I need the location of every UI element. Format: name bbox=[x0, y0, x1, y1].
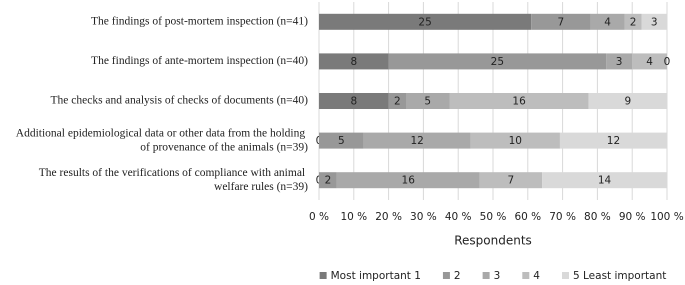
bar-segment bbox=[632, 53, 667, 70]
legend-swatch bbox=[522, 272, 530, 279]
bar-segment bbox=[479, 172, 543, 189]
data-label: 16 bbox=[512, 96, 526, 108]
x-tick-label: 10 % bbox=[340, 211, 367, 223]
legend-label: 4 bbox=[533, 270, 540, 282]
label-line: welfare rules (n=39) bbox=[214, 181, 308, 193]
bar-segment bbox=[559, 132, 667, 149]
legend-label: 2 bbox=[454, 270, 461, 282]
bar-segment bbox=[319, 93, 389, 109]
data-label: 2 bbox=[325, 175, 332, 187]
x-tick-label: 50 % bbox=[480, 211, 507, 223]
data-label: 10 bbox=[509, 135, 522, 147]
data-label: 25 bbox=[418, 16, 431, 28]
data-label: 0 bbox=[664, 56, 671, 68]
label-line: of provenance of the animals (n=39) bbox=[140, 141, 308, 153]
data-label: 5 bbox=[424, 96, 431, 108]
bar-segment bbox=[388, 53, 607, 70]
legend-swatch bbox=[561, 272, 569, 279]
legend-label: 3 bbox=[494, 270, 501, 282]
legend-swatch bbox=[482, 272, 490, 279]
bar-segment bbox=[470, 132, 560, 149]
x-tick-label: 100 % bbox=[650, 211, 683, 223]
bar-segment bbox=[590, 13, 625, 30]
y-tick-label: Additional epidemiological data or other… bbox=[16, 127, 308, 153]
x-tick-label: 20 % bbox=[375, 211, 402, 223]
bar-segment bbox=[531, 13, 591, 30]
data-label: 14 bbox=[598, 175, 612, 187]
bar-segment bbox=[363, 132, 471, 149]
data-label: 4 bbox=[604, 16, 611, 28]
label-line: The results of the verifications of comp… bbox=[39, 167, 308, 179]
legend-swatch bbox=[319, 272, 327, 279]
x-tick-label: 0 % bbox=[309, 211, 329, 223]
x-tick-label: 40 % bbox=[445, 211, 472, 223]
data-label: 5 bbox=[338, 135, 345, 147]
data-label: 2 bbox=[394, 96, 401, 108]
bar-segment bbox=[319, 53, 389, 70]
x-tick-label: 70 % bbox=[549, 211, 576, 223]
x-tick-label: 90 % bbox=[619, 211, 646, 223]
bar-segment bbox=[588, 93, 667, 109]
y-tick-label: The findings of post-mortem inspection (… bbox=[91, 15, 308, 27]
data-label: 12 bbox=[410, 135, 423, 147]
data-label: 3 bbox=[651, 16, 658, 28]
data-label: 9 bbox=[625, 96, 632, 108]
bar-segment bbox=[406, 93, 450, 109]
bar-segment bbox=[641, 13, 667, 30]
x-axis-label: Respondents bbox=[454, 234, 532, 248]
bar-segment bbox=[624, 13, 642, 30]
legend: Most important 1 2 3 4 5 Least important bbox=[319, 270, 666, 282]
legend-label: 5 Least important bbox=[573, 270, 666, 282]
legend-label: Most important 1 bbox=[331, 270, 421, 282]
data-label: 7 bbox=[508, 175, 515, 187]
x-tick-label: 30 % bbox=[410, 211, 437, 223]
legend-swatch bbox=[442, 272, 450, 279]
data-label: 7 bbox=[558, 16, 565, 28]
y-tick-label: The checks and analysis of checks of doc… bbox=[51, 95, 309, 107]
data-label: 4 bbox=[646, 56, 653, 68]
bar-segment bbox=[388, 93, 406, 109]
x-tick-label: 60 % bbox=[514, 211, 541, 223]
bar-segment bbox=[319, 13, 532, 30]
bar-segment bbox=[542, 172, 667, 189]
y-tick-label: The results of the verifications of comp… bbox=[39, 167, 308, 193]
data-label: 8 bbox=[350, 96, 357, 108]
x-tick-label: 80 % bbox=[584, 211, 611, 223]
data-label: 2 bbox=[630, 16, 637, 28]
y-tick-label: The findings of ante-mortem inspection (… bbox=[91, 55, 308, 67]
label-line: Additional epidemiological data or other… bbox=[16, 127, 308, 139]
bar-segment bbox=[336, 172, 480, 189]
data-label: 8 bbox=[350, 56, 357, 68]
data-label: 16 bbox=[402, 175, 416, 187]
bar-segment bbox=[606, 53, 633, 70]
data-label: 25 bbox=[491, 56, 504, 68]
bar-segment bbox=[319, 132, 364, 149]
bar-segment bbox=[449, 93, 589, 109]
data-label: 12 bbox=[607, 135, 620, 147]
data-label: 3 bbox=[616, 56, 623, 68]
bar-segment bbox=[319, 172, 337, 189]
